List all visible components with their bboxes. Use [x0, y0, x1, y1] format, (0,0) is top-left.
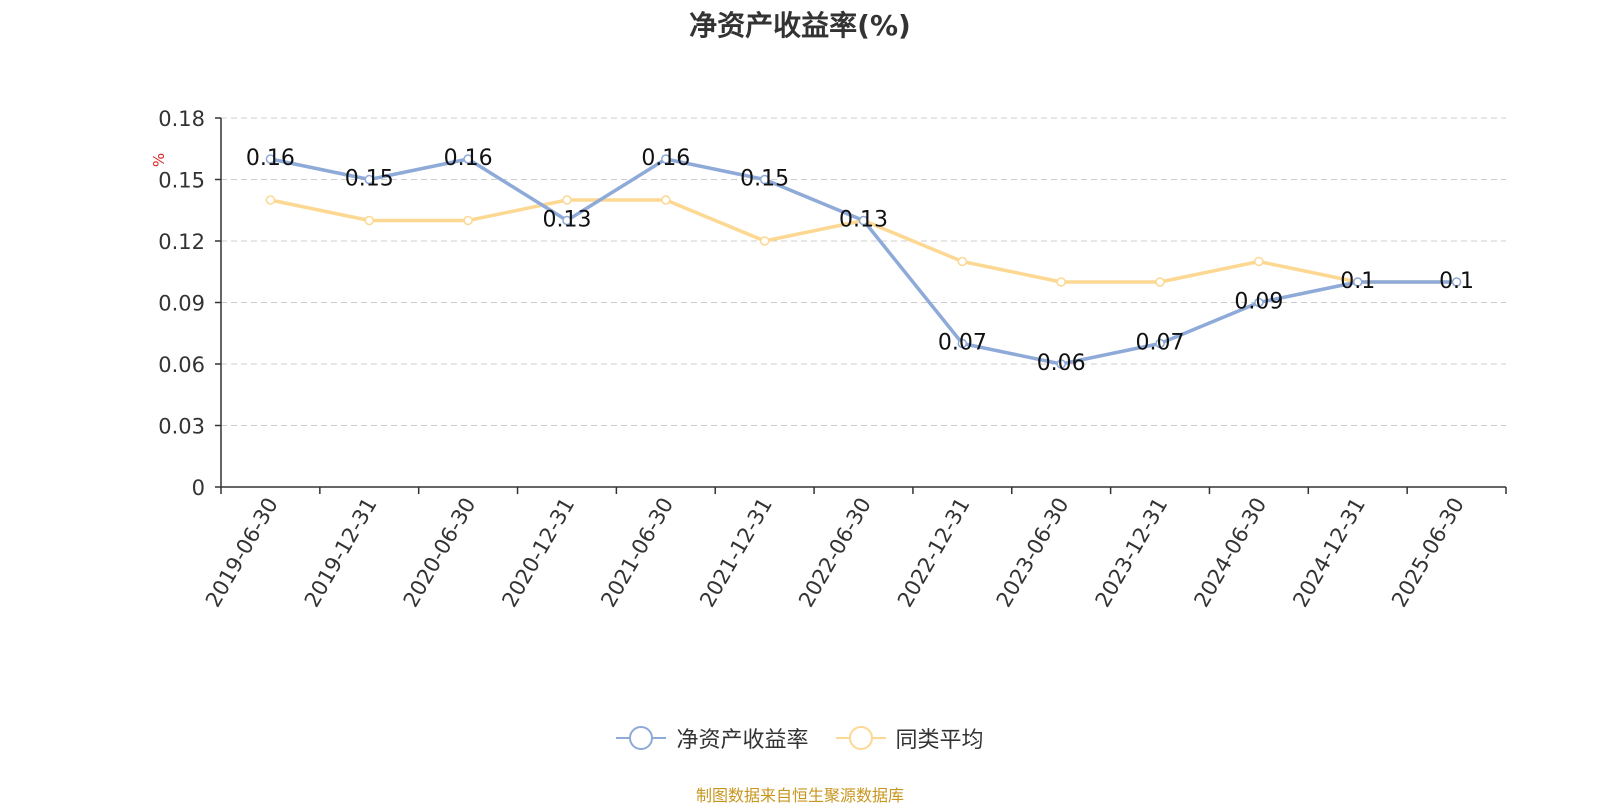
data-label: 0.13	[542, 208, 591, 233]
x-tick-label: 2021-06-30	[596, 494, 678, 612]
x-tick-label: 2025-06-30	[1387, 494, 1469, 612]
data-point-series1	[957, 338, 968, 349]
data-point-series2	[1056, 277, 1066, 287]
data-point-series2	[1254, 256, 1264, 267]
x-tick-label: 2022-12-31	[893, 494, 975, 612]
legend-symbol-series2	[835, 725, 886, 751]
data-point-series1	[562, 215, 572, 226]
y-tick-label: 0.09	[158, 292, 205, 316]
data-label: 0.1	[1439, 269, 1474, 294]
data-point-series1	[1451, 277, 1462, 287]
source-note: 制图数据来自恒生聚源数据库	[695, 786, 904, 805]
data-point-series2	[562, 195, 572, 205]
legend: 净资产收益率 同类平均	[0, 722, 1600, 757]
data-point-series2	[759, 236, 770, 246]
data-label: 0.06	[1037, 351, 1086, 376]
data-point-series1	[364, 174, 375, 185]
x-tick-label: 2019-12-31	[300, 494, 382, 612]
x-tick-label: 2019-06-30	[201, 494, 283, 612]
series-line-1	[270, 157, 1457, 366]
legend-label-series1: 净资产收益率	[676, 728, 809, 753]
legend-item-series1[interactable]: 净资产收益率	[616, 722, 809, 754]
series-lines	[265, 154, 1462, 369]
data-label: 0.07	[938, 331, 987, 356]
data-point-series2	[661, 195, 671, 205]
x-tick-label: 2024-12-31	[1288, 494, 1370, 612]
data-label: 0.09	[1234, 290, 1283, 315]
data-label: 0.13	[839, 208, 888, 233]
data-point-series2	[1155, 277, 1165, 287]
data-point-series1	[1254, 297, 1264, 308]
x-tick-label: 2022-06-30	[794, 494, 876, 612]
data-point-series1	[858, 215, 869, 226]
legend-label-series2: 同类平均	[895, 728, 984, 753]
data-point-series2	[364, 215, 375, 226]
data-point-series2	[265, 195, 276, 205]
data-label: 0.16	[444, 146, 493, 171]
data-point-series1	[661, 154, 671, 164]
y-tick-label: 0.15	[158, 169, 205, 193]
data-point-series1	[1056, 359, 1066, 369]
legend-item-series2[interactable]: 同类平均	[835, 722, 984, 754]
x-tick-label: 2020-06-30	[399, 493, 481, 611]
data-label: 0.15	[345, 167, 394, 192]
data-labels: 0.16 0.15 0.16 0.13 0.16 0.15 0.13 0.07 0.06 0.07…	[246, 146, 1474, 376]
grid-lines	[221, 117, 1506, 426]
y-axis-unit: %	[150, 153, 168, 167]
x-tick-label: 2024-06-30	[1189, 494, 1271, 612]
y-tick-label: 0.18	[158, 107, 205, 131]
y-tick-label: 0	[192, 476, 205, 500]
data-point-series2	[463, 215, 473, 226]
data-point-series1	[1352, 277, 1363, 287]
data-point-series1	[1155, 338, 1165, 349]
data-point-series1	[463, 154, 473, 164]
data-label: 0.07	[1136, 331, 1185, 356]
legend-symbol-series1	[616, 725, 667, 751]
x-tick-label: 2021-12-31	[695, 494, 777, 612]
data-label: 0.1	[1340, 269, 1375, 294]
data-label: 0.16	[246, 146, 295, 171]
data-label: 0.16	[641, 146, 690, 171]
data-label: 0.15	[740, 167, 789, 192]
data-point-series2	[957, 256, 968, 267]
x-tick-label: 2023-06-30	[992, 494, 1074, 612]
chart-title: 净资产收益率(%)	[689, 9, 911, 42]
x-tick-label: 2020-12-31	[497, 494, 579, 612]
y-tick-label: 0.12	[158, 230, 205, 254]
y-tick-label: 0.06	[158, 353, 205, 377]
data-point-series1	[759, 174, 770, 185]
x-tick-label: 2023-12-31	[1091, 494, 1173, 612]
data-point-series1	[265, 154, 276, 164]
y-tick-label: 0.03	[158, 415, 205, 439]
